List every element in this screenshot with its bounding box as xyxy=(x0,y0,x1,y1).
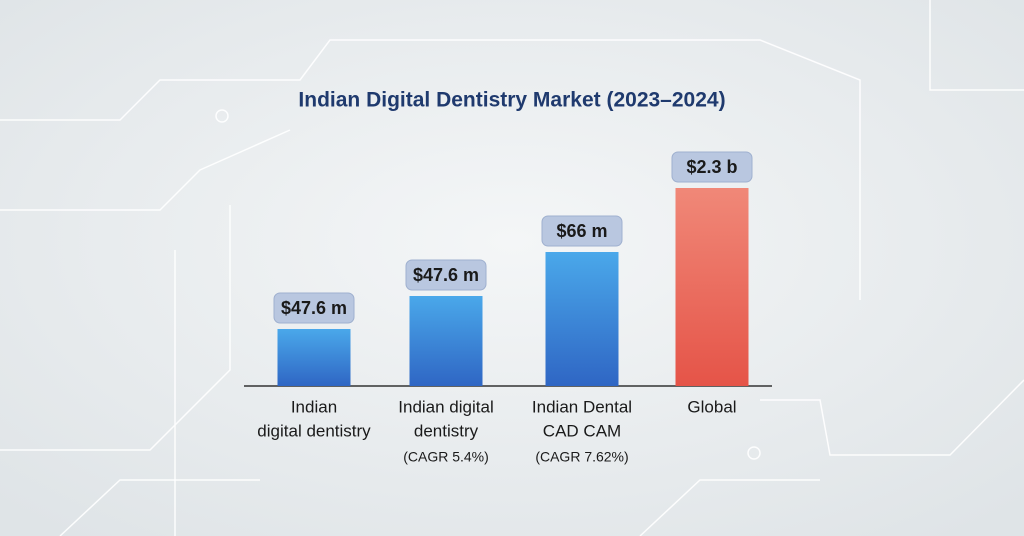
category-label: Indian xyxy=(291,397,337,416)
value-label: $47.6 m xyxy=(413,265,479,285)
category-note: (CAGR 5.4%) xyxy=(403,449,489,465)
title: Indian Digital Dentistry Market (2023–20… xyxy=(298,89,725,112)
value-label: $66 m xyxy=(556,221,607,241)
bar xyxy=(675,188,749,386)
category-label: digital dentistry xyxy=(257,421,371,440)
category-label: Indian Dental xyxy=(532,397,632,416)
bar xyxy=(545,252,619,386)
category-label: Indian digital xyxy=(398,397,493,416)
bar xyxy=(409,296,483,386)
category-label: Global xyxy=(687,397,736,416)
value-label: $2.3 b xyxy=(686,157,737,177)
value-badge xyxy=(273,292,355,324)
category-label: dentistry xyxy=(414,421,479,440)
category-note: (CAGR 7.62%) xyxy=(535,449,628,465)
value-badge xyxy=(541,215,623,247)
value-badge xyxy=(405,259,487,291)
category-label: CAD CAM xyxy=(543,421,621,440)
value-badge xyxy=(671,151,753,183)
bar xyxy=(277,329,351,386)
value-label: $47.6 m xyxy=(281,298,347,318)
